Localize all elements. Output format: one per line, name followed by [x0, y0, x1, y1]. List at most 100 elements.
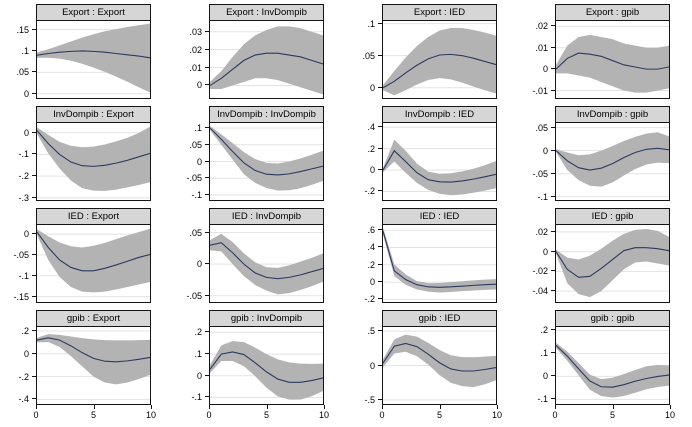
y-tick-label: .05 — [362, 50, 375, 61]
y-tick-label: .1 — [540, 348, 548, 359]
irf-chart — [383, 21, 496, 96]
confidence-band — [37, 228, 150, 293]
x-tick-label: 10 — [491, 410, 503, 420]
y-tick-label: 0 — [23, 348, 29, 359]
subplot-title: InvDompib : InvDompib — [209, 106, 324, 123]
x-tick-mark — [555, 405, 556, 409]
y-tick-label: -.05 — [186, 290, 202, 301]
y-tick-mark — [32, 196, 36, 198]
y-tick-label: 0 — [369, 165, 375, 176]
y-tick-label: 0 — [23, 229, 29, 240]
irf-line — [556, 53, 669, 69]
y-tick-label: -.5 — [364, 394, 375, 405]
subplot-title: IED : IED — [382, 208, 497, 225]
irf-chart — [37, 327, 150, 404]
confidence-band — [210, 341, 323, 400]
irf-line — [210, 53, 323, 85]
y-tick-label: -.1 — [18, 270, 29, 281]
y-tick-mark — [32, 153, 36, 155]
plot-area — [209, 20, 324, 99]
irf-chart — [383, 327, 496, 404]
y-tick-label: .05 — [189, 227, 202, 238]
confidence-band — [383, 334, 496, 388]
y-tick-label: -.01 — [532, 85, 548, 96]
y-tick-mark — [205, 143, 209, 145]
y-tick-mark — [32, 274, 36, 276]
x-tick-label: 5 — [609, 410, 616, 420]
irf-line — [37, 232, 150, 271]
x-tick-label: 10 — [664, 410, 676, 420]
y-tick-label: -.1 — [537, 191, 548, 202]
plot-area — [382, 122, 497, 201]
y-tick-label: .2 — [367, 143, 375, 154]
y-tick-label: .02 — [535, 21, 548, 32]
y-tick-mark — [551, 149, 555, 151]
irf-subplot-ied-gpib: IED : gpib -.04 -.02 0 .02 — [519, 208, 692, 303]
y-tick-label: -.04 — [532, 286, 548, 297]
irf-line — [37, 51, 150, 58]
y-tick-mark — [205, 193, 209, 195]
confidence-band — [556, 228, 669, 298]
x-tick-label: 5 — [263, 410, 270, 420]
y-tick-mark — [205, 30, 209, 32]
y-tick-mark — [378, 169, 382, 171]
y-tick-label: 0 — [23, 127, 29, 138]
y-tick-mark — [205, 160, 209, 162]
irf-chart — [210, 225, 323, 302]
y-tick-mark — [378, 22, 382, 24]
y-tick-label: .03 — [189, 26, 202, 37]
irf-subplot-invdompib-export: InvDompib : Export -.3 -.2 -.1 0 — [0, 106, 173, 203]
y-tick-label: .15 — [16, 24, 29, 35]
irf-line — [383, 344, 496, 372]
confidence-band — [37, 334, 150, 385]
x-tick-label: 5 — [436, 410, 443, 420]
irf-subplot-export-ied: Export : IED 0 .05 .1 — [346, 4, 519, 99]
subplot-title: IED : InvDompib — [209, 208, 324, 225]
x-tick-mark — [324, 405, 325, 409]
x-tick-mark — [612, 405, 614, 409]
y-tick-mark — [378, 364, 382, 366]
irf-line — [37, 338, 150, 362]
subplot-title: InvDompib : Export — [36, 106, 151, 123]
y-tick-mark — [378, 126, 382, 128]
y-tick-label: .01 — [189, 62, 202, 73]
subplot-title: Export : Export — [36, 4, 151, 21]
y-tick-label: -.05 — [532, 168, 548, 179]
irf-subplot-invdompib-gpib: InvDompib : gpib -.1 -.05 0 .05 — [519, 106, 692, 202]
subplot-title: InvDompib : gpib — [555, 106, 670, 123]
y-tick-mark — [32, 49, 36, 51]
y-tick-mark — [32, 71, 36, 73]
y-tick-mark — [551, 375, 555, 377]
irf-chart — [210, 327, 323, 400]
subplot-title: Export : InvDompib — [209, 4, 324, 21]
subplot-title: Export : IED — [382, 4, 497, 21]
plot-area — [36, 326, 151, 405]
y-tick-mark — [551, 89, 555, 91]
irf-chart — [383, 227, 496, 302]
irf-line — [210, 243, 323, 279]
y-tick-mark — [378, 190, 382, 192]
plot-area — [382, 224, 497, 303]
irf-subplot-invdompib-ied: InvDompib : IED -.2 0 .2 .4 — [346, 106, 519, 201]
y-tick-mark — [32, 175, 36, 177]
y-tick-mark — [205, 177, 209, 179]
x-tick-mark — [382, 405, 383, 409]
y-tick-mark — [205, 396, 209, 398]
y-tick-label: 0 — [542, 246, 548, 257]
irf-line — [383, 151, 496, 182]
irf-line — [556, 345, 669, 387]
y-tick-label: .1 — [194, 123, 202, 134]
confidence-band — [556, 132, 669, 187]
x-tick-label: 0 — [33, 410, 39, 420]
y-tick-mark — [205, 48, 209, 50]
subplot-title: IED : gpib — [555, 208, 670, 225]
x-tick-mark — [497, 405, 498, 409]
plot-area — [555, 326, 670, 405]
y-tick-mark — [32, 375, 36, 377]
plot-area — [555, 224, 670, 303]
y-tick-label: .05 — [535, 122, 548, 133]
y-tick-mark — [551, 25, 555, 27]
plot-area — [36, 122, 151, 201]
y-tick-label: -.2 — [18, 371, 29, 382]
irf-subplot-ied-export: IED : Export -.15 -.1 -.05 0 — [0, 208, 173, 303]
